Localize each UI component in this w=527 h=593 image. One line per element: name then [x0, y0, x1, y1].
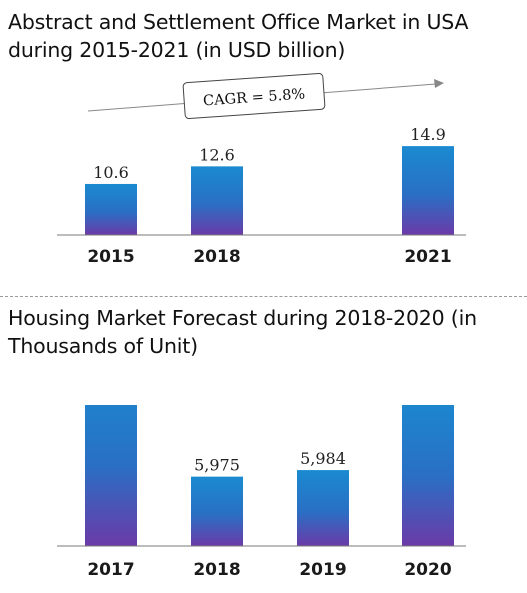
x-tick-2018: 2018 [193, 247, 240, 267]
bar-2015 [85, 183, 137, 235]
x-tick-2019: 2019 [299, 560, 346, 580]
value-label-2018: 12.6 [199, 145, 235, 164]
value-label-2019: 5,984 [300, 449, 346, 468]
cagr-callout: CAGR = 5.8% [182, 72, 326, 120]
x-tick-2021: 2021 [404, 247, 451, 267]
value-label-2015: 10.6 [93, 163, 129, 182]
cagr-label: CAGR = 5.8% [203, 86, 306, 109]
chart-1-x-ticks: 2015 2018 2021 [87, 247, 451, 267]
x-tick-2015: 2015 [87, 247, 134, 267]
section-divider [0, 296, 527, 297]
chart-1-value-labels: 10.6 12.6 14.9 [93, 125, 446, 182]
chart-1-title: Abstract and Settlement Office Market in… [8, 10, 469, 62]
value-label-2018: 5,975 [194, 456, 240, 475]
chart-2-x-ticks: 2017 2018 2019 2020 [87, 560, 451, 580]
x-tick-2017: 2017 [87, 560, 134, 580]
chart-1-bars [85, 146, 454, 235]
value-label-2021: 14.9 [410, 125, 446, 144]
bar-2018 [191, 166, 243, 235]
chart-2-title: Housing Market Forecast during 2018-2020… [8, 306, 477, 358]
bar-2021 [402, 146, 454, 235]
chart-1-plot: CAGR = 5.8% 10.6 12.6 14.9 2015 2018 2021 [57, 72, 466, 267]
bar-2020 [402, 405, 454, 546]
bar-2017 [85, 405, 137, 546]
bar-2019 [297, 470, 349, 546]
x-tick-2018: 2018 [193, 560, 240, 580]
chart-2-bars [85, 405, 454, 546]
x-tick-2020: 2020 [404, 560, 451, 580]
bar-2018 [191, 476, 243, 546]
